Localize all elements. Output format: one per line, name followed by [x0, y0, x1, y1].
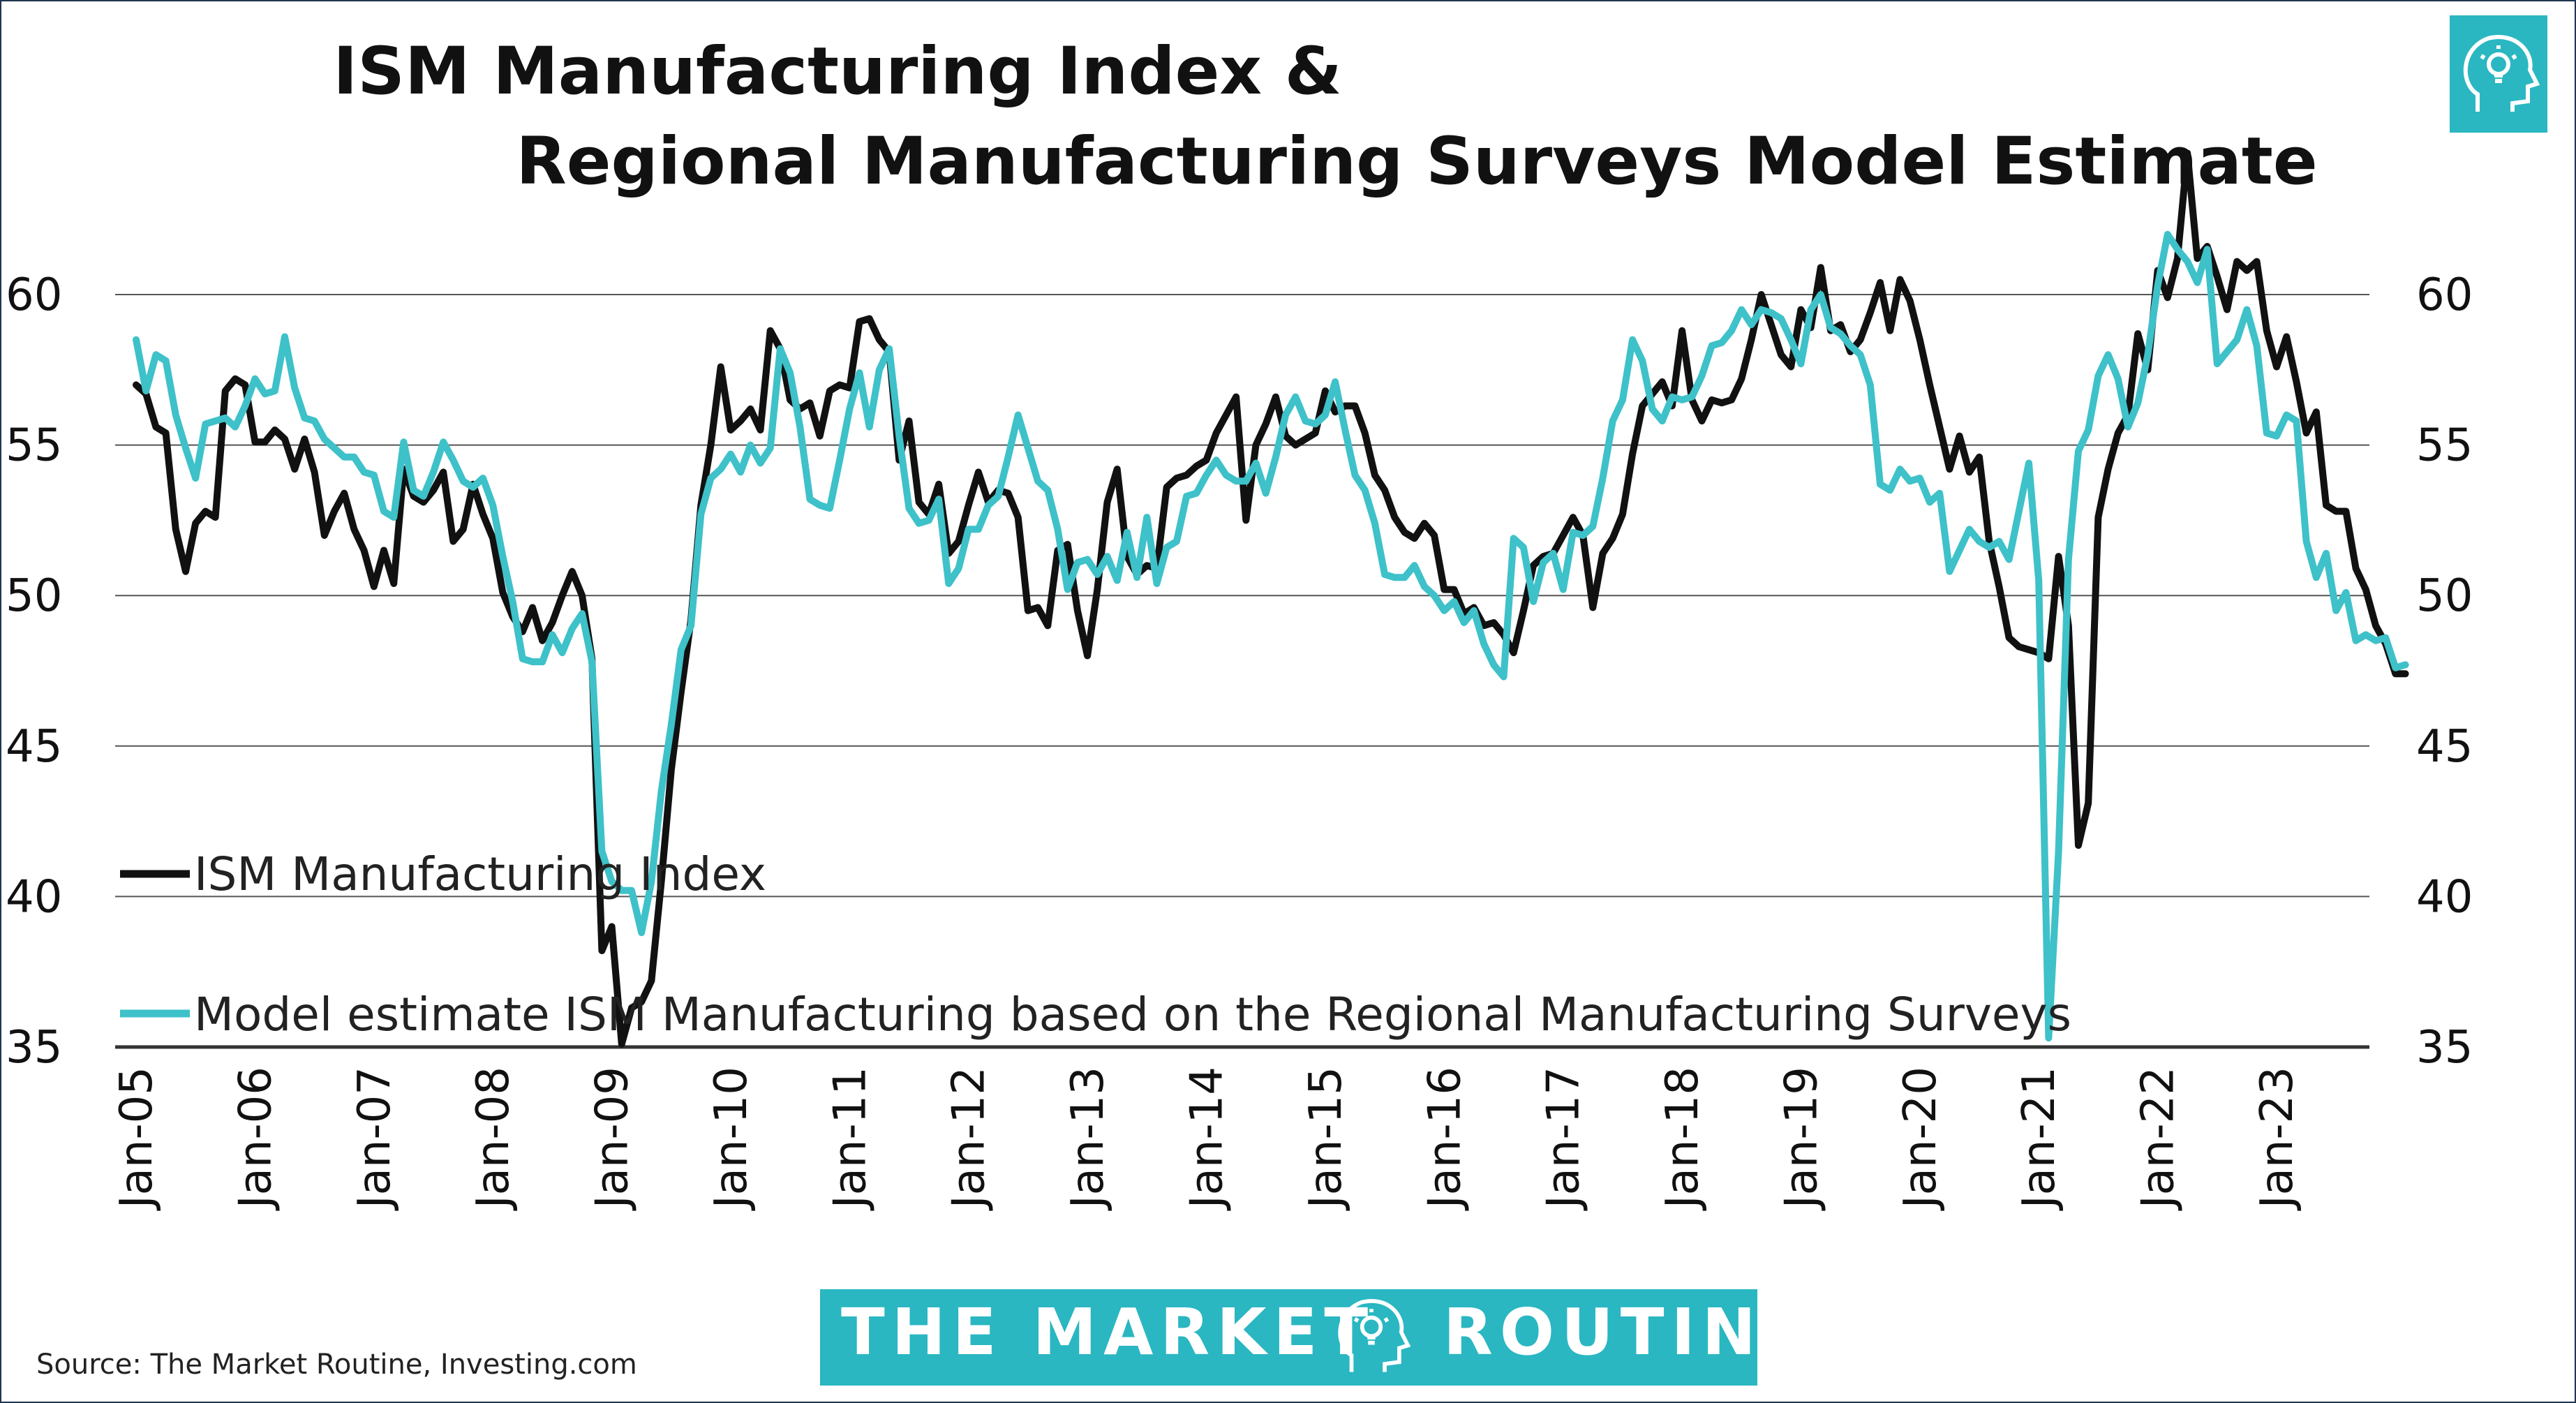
gridlines — [115, 294, 2369, 1049]
y-tick-right: 50 — [2416, 570, 2473, 622]
brand-text-right: ROUTINE — [1443, 1295, 1814, 1369]
y-tick-left: 60 — [6, 269, 62, 321]
legend-label-ism: ISM Manufacturing Index — [194, 847, 766, 901]
y-tick-left: 40 — [6, 871, 62, 923]
x-tick-label: Jan-11 — [824, 1067, 876, 1211]
y-tick-left: 45 — [6, 721, 62, 773]
x-tick-label: Jan-14 — [1182, 1067, 1233, 1211]
x-tick-label: Jan-15 — [1300, 1067, 1352, 1211]
x-tick-label: Jan-13 — [1062, 1067, 1114, 1211]
y-tick-right: 55 — [2416, 420, 2473, 472]
x-tick-label: Jan-06 — [230, 1067, 281, 1211]
legend-label-model: Model estimate ISM Manufacturing based o… — [194, 988, 2071, 1041]
x-tick-label: Jan-19 — [1775, 1067, 1827, 1211]
x-tick-label: Jan-12 — [944, 1067, 995, 1211]
y-tick-right: 35 — [2416, 1022, 2473, 1074]
x-tick-label: Jan-09 — [587, 1067, 639, 1211]
x-tick-label: Jan-22 — [2133, 1067, 2184, 1211]
legend: ISM Manufacturing Index Model estimate I… — [120, 847, 2071, 1041]
series-line-model — [133, 230, 2409, 1042]
x-tick-label: Jan-21 — [2013, 1067, 2065, 1211]
x-tick-label: Jan-20 — [1895, 1067, 1946, 1211]
x-tick-label: Jan-17 — [1538, 1067, 1590, 1211]
chart-title-line1: ISM Manufacturing Index & — [333, 34, 1341, 110]
y-tick-right: 45 — [2416, 721, 2473, 773]
x-tick-label: Jan-07 — [349, 1067, 401, 1211]
x-tick-label: Jan-05 — [111, 1067, 163, 1211]
brand-text-left: THE MARKET — [841, 1295, 1375, 1369]
x-tick-label: Jan-16 — [1419, 1067, 1471, 1211]
y-tick-right: 40 — [2416, 871, 2473, 923]
x-tick-label: Jan-18 — [1657, 1067, 1708, 1211]
x-tick-label: Jan-08 — [468, 1067, 519, 1211]
x-tick-label: Jan-23 — [2251, 1067, 2303, 1211]
source-note: Source: The Market Routine, Investing.co… — [36, 1349, 637, 1381]
y-tick-left: 35 — [6, 1022, 62, 1074]
series-lines — [133, 149, 2409, 1048]
corner-logo — [2450, 15, 2547, 133]
y-axis-right: 35 40 45 50 55 60 — [2416, 269, 2473, 1074]
x-tick-label: Jan-10 — [706, 1067, 757, 1211]
chart-title-line2: Regional Manufacturing Surveys Model Est… — [516, 124, 2317, 200]
y-tick-right: 60 — [2416, 269, 2473, 321]
head-lightbulb-icon — [1338, 1299, 1411, 1372]
x-axis: Jan-05 Jan-06 Jan-07 Jan-08 Jan-09 Jan-10 Jan-… — [111, 1067, 2303, 1211]
head-lightbulb-icon — [2463, 35, 2540, 112]
y-axis-left: 35 40 45 50 55 60 — [6, 269, 62, 1074]
y-tick-left: 55 — [6, 420, 62, 472]
y-tick-left: 50 — [6, 570, 62, 622]
brand-banner: THE MARKET ROUTINE — [820, 1289, 1814, 1386]
